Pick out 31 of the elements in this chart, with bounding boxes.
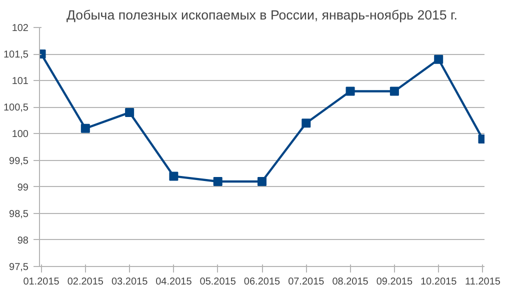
point	[390, 86, 399, 96]
x-tick-label: 09.2015	[376, 276, 413, 287]
y-tick-label: 97,5	[9, 262, 29, 273]
x-tick-label: 08.2015	[332, 276, 369, 287]
y-tick-label: 99	[17, 182, 29, 194]
point	[434, 54, 444, 64]
x-tick-label: 03.2015	[111, 276, 148, 287]
x-tick-label: 11.2015	[465, 276, 501, 287]
y-tick-label: 100,5	[3, 102, 29, 114]
x-tick-label: 10.2015	[420, 276, 458, 287]
point	[213, 177, 222, 186]
point	[80, 124, 90, 133]
x-tick-label: 07.2015	[288, 276, 325, 287]
point	[258, 177, 266, 186]
y-tick-label: 100	[12, 129, 29, 140]
y-tick-label: 101,5	[3, 50, 29, 61]
y-tick-label: 101	[12, 76, 29, 88]
x-tick-label: 01.2015	[23, 276, 60, 287]
y-tick-label: 102	[12, 23, 29, 34]
chart-title: Добыча полезных ископаемых в России, январь-ноябрь 2015 г.	[66, 8, 458, 22]
point	[302, 118, 311, 128]
point	[125, 108, 134, 117]
point	[346, 86, 355, 96]
x-tick-label: 05.2015	[200, 276, 236, 287]
y-tick-label: 99,5	[9, 156, 29, 167]
x-tick-label: 06.2015	[244, 276, 281, 287]
y-tick-label: 98,5	[9, 208, 29, 220]
y-tick-label: 98	[17, 235, 29, 246]
x-tick-label: 02.2015	[67, 276, 104, 287]
point	[169, 172, 178, 181]
x-tick-label: 04.2015	[156, 276, 192, 287]
